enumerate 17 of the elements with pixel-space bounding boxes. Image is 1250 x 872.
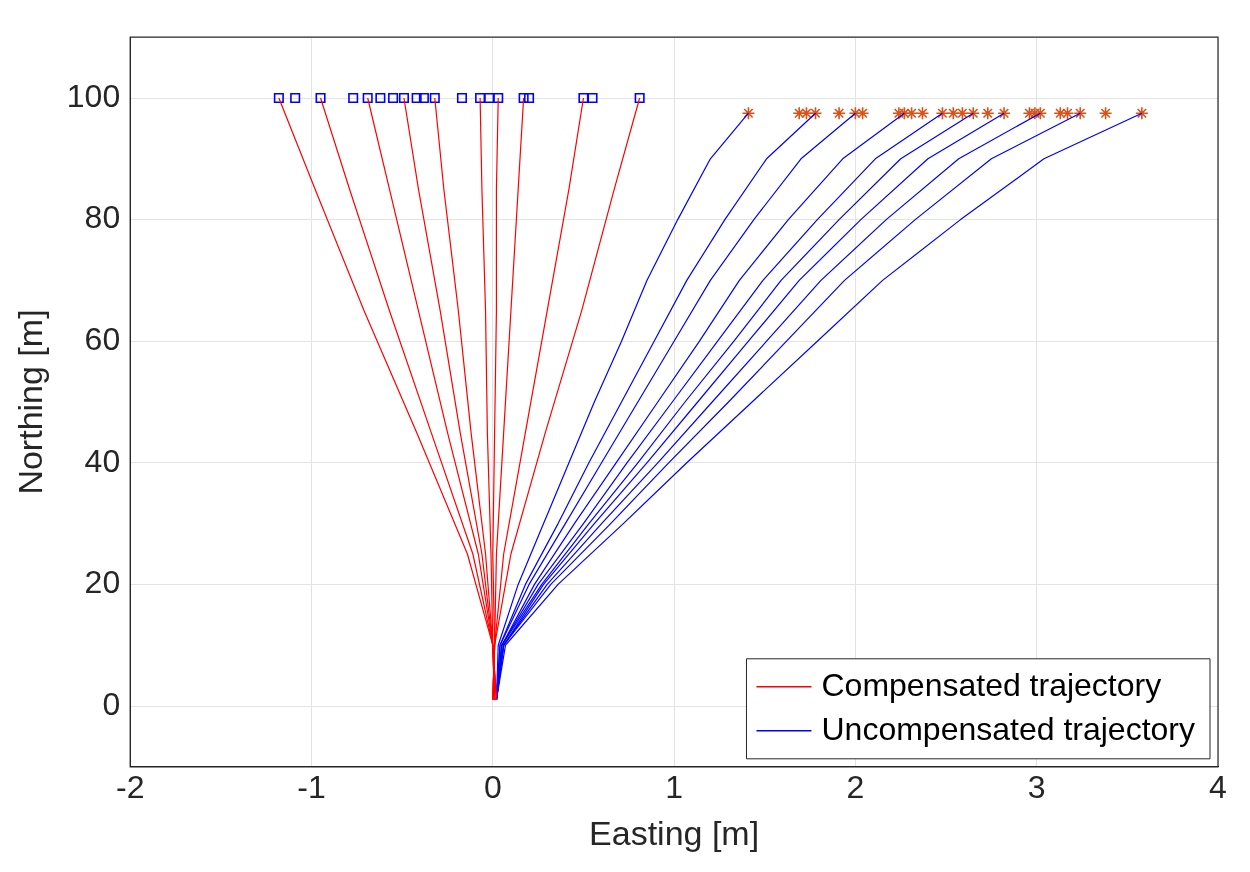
y-tick-label: 40 [84, 442, 121, 479]
y-axis-title: Northing [m] [10, 309, 49, 495]
x-tick-label: -2 [115, 768, 145, 805]
y-tick-label: 20 [84, 564, 121, 601]
x-tick-label: 2 [846, 768, 865, 805]
legend-label: Compensated trajectory [821, 666, 1162, 703]
y-tick-label: 60 [84, 321, 121, 358]
x-tick-label: 3 [1027, 768, 1046, 805]
y-tick-label: 80 [84, 199, 121, 236]
y-tick-label: 100 [66, 77, 121, 114]
x-axis-title: Easting [m] [589, 813, 760, 852]
x-tick-label: 4 [1209, 768, 1227, 805]
x-tick-label: -1 [297, 768, 326, 805]
x-tick-label: 1 [665, 768, 683, 805]
x-tick-label: 0 [483, 768, 502, 805]
y-tick-label: 0 [102, 685, 121, 722]
legend-label: Uncompensated trajectory [821, 710, 1195, 747]
